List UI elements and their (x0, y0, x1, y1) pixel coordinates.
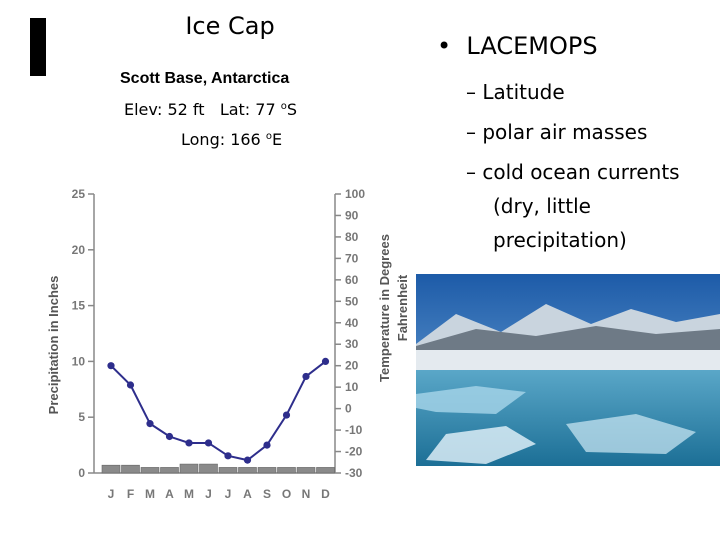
precipitation-bar (101, 464, 121, 474)
ice-cap-photo (416, 274, 720, 466)
temperature-point (302, 372, 310, 381)
longitude-unit: E (271, 130, 283, 149)
left-tick-label: 5 (78, 410, 85, 424)
temperature-line (110, 360, 327, 462)
month-tick-label: N (302, 487, 311, 501)
bullet-lacemops: • LACEMOPS (437, 32, 598, 60)
precipitation-bar (277, 467, 296, 474)
left-tick-label: 20 (72, 243, 86, 257)
latitude-label: Lat: 77 (219, 100, 276, 119)
right-tick-label: 60 (345, 273, 359, 287)
elevation-latitude-line: Elev: 52 ft Lat: 77 oS (124, 100, 297, 119)
temperature-point (204, 439, 213, 447)
precipitation-bar (296, 467, 316, 474)
right-tick-label: 20 (345, 359, 359, 373)
sub-bullet-latitude: – Latitude (466, 80, 565, 104)
right-tick-label: 100 (345, 187, 365, 201)
temperature-point (282, 411, 291, 419)
precipitation-bar (257, 467, 277, 474)
right-tick-label: 30 (345, 337, 359, 351)
roman-numeral-bar (30, 18, 46, 76)
month-tick-label: J (108, 487, 115, 501)
left-tick-label: 10 (72, 354, 86, 368)
temperature-point (107, 362, 115, 370)
right-tick-label: -10 (345, 423, 363, 437)
month-tick-label: D (321, 487, 330, 501)
precipitation-bar (316, 467, 335, 474)
right-tick-label: -20 (345, 445, 363, 459)
precipitation-bar (160, 467, 179, 474)
right-tick-label: 70 (345, 251, 359, 265)
sub-bullet-ocean-currents: – cold ocean currents (466, 160, 680, 184)
longitude-degree-mark: o (265, 131, 272, 142)
left-tick-label: 25 (72, 187, 86, 201)
right-tick-label: -30 (345, 466, 363, 480)
right-tick-label: 0 (345, 402, 352, 416)
month-tick-label: O (282, 487, 291, 501)
month-tick-label: F (127, 487, 134, 501)
latitude-unit: S (286, 100, 298, 119)
latitude-degree-mark: o (280, 101, 287, 112)
antarctic-landscape-image (416, 274, 720, 466)
climate-chart: 0 5 10 15 20 25 -30 -20 -10 0 10 20 30 40 50 60 70 80 90 10… (46, 187, 410, 501)
temperature-point (185, 439, 193, 447)
bullet-text: LACEMOPS (466, 32, 598, 60)
temperature-point (126, 381, 135, 389)
month-tick-label: M (145, 487, 155, 501)
right-axis-title: Temperature in Degrees Fahrenheit (377, 234, 410, 382)
left-axis-title: Precipitation in Inches (46, 276, 61, 415)
precipitation-bar (121, 464, 140, 474)
month-tick-label: J (205, 487, 212, 501)
right-axis-title-line-1: Temperature in Degrees (377, 234, 392, 382)
precipitation-bar (179, 463, 199, 474)
temperature-point (263, 441, 271, 449)
right-tick-label: 90 (345, 208, 359, 222)
precipitation-bar (218, 467, 238, 474)
left-tick-label: 15 (72, 299, 86, 313)
month-tick-label: M (184, 487, 194, 501)
longitude-label: Long: 166 (181, 130, 261, 149)
month-tick-label: A (165, 487, 174, 501)
right-tick-label: 80 (345, 230, 359, 244)
temperature-point (165, 432, 174, 441)
month-tick-label: A (243, 487, 252, 501)
slide-title: Ice Cap (185, 12, 275, 40)
sub-bullet-continuation-1: (dry, little (493, 194, 591, 218)
elevation-label: Elev: 52 ft (124, 100, 205, 119)
right-tick-label: 10 (345, 380, 359, 394)
precipitation-bar (140, 467, 160, 474)
longitude-line: Long: 166 oE (181, 130, 282, 149)
sub-bullet-continuation-2: precipitation) (493, 228, 627, 252)
month-tick-label: J (225, 487, 232, 501)
temperature-point (146, 420, 154, 428)
temperature-point (224, 452, 232, 460)
left-tick-label: 0 (78, 466, 85, 480)
right-tick-label: 40 (345, 316, 359, 330)
right-tick-label: 50 (345, 294, 359, 308)
month-tick-label: S (263, 487, 271, 501)
precipitation-bar (238, 467, 257, 474)
precipitation-bar (199, 463, 218, 474)
station-name: Scott Base, Antarctica (120, 70, 290, 87)
sub-bullet-air-masses: – polar air masses (466, 120, 648, 144)
right-axis-title-line-2: Fahrenheit (395, 274, 410, 341)
temperature-point (243, 456, 252, 464)
temperature-point (321, 357, 330, 365)
